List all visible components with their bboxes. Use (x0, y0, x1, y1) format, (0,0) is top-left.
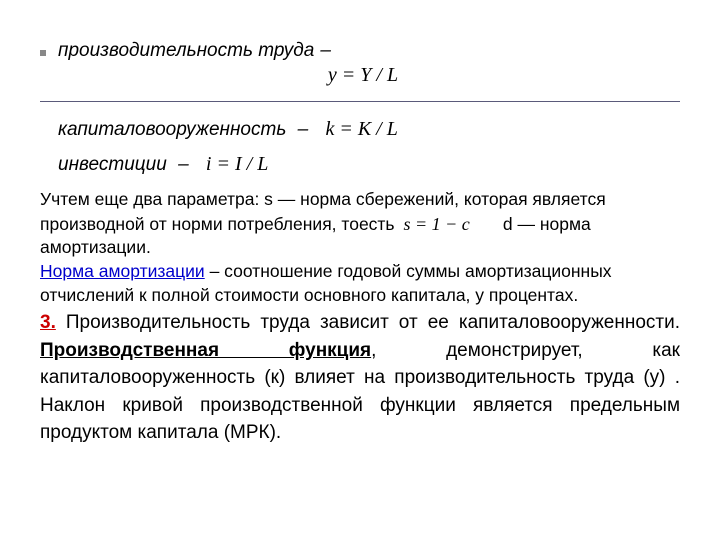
def-productivity: производительность труда – (40, 40, 680, 62)
para3-seg1: Производительность труда зависит от ее к… (56, 312, 680, 333)
item-number: 3. (40, 312, 56, 333)
investment-formula: i = I / L (206, 153, 268, 175)
dash: – (298, 119, 309, 140)
amortization-term: Норма амортизации (40, 261, 205, 281)
dash: – (320, 40, 331, 62)
para-production-function: 3. Производительность труда зависит от е… (40, 309, 680, 447)
savings-formula: s = 1 − c (399, 214, 473, 234)
investment-label: инвестиции (58, 154, 167, 175)
capital-ratio-label: капиталовооруженность (58, 119, 286, 140)
productivity-formula-row: y = Y / L (40, 64, 680, 87)
def-investment: инвестиции – i = I / L (58, 153, 680, 176)
capital-ratio-formula: k = K / L (325, 118, 397, 140)
dash: – (178, 154, 189, 175)
bullet-icon (40, 50, 46, 56)
slide: производительность труда – y = Y / L кап… (0, 0, 720, 540)
def-capital-ratio: капиталовооруженность – k = K / L (58, 118, 680, 141)
productivity-formula: y = Y / L (328, 64, 398, 86)
productivity-label: производительность труда (58, 40, 314, 62)
divider (40, 101, 680, 102)
para-savings: Учтем еще два параметра: s — норма сбере… (40, 188, 680, 260)
production-function-term: Производственная функция (40, 340, 371, 361)
para-amortization: Норма амортизации – соотношение годовой … (40, 260, 680, 307)
